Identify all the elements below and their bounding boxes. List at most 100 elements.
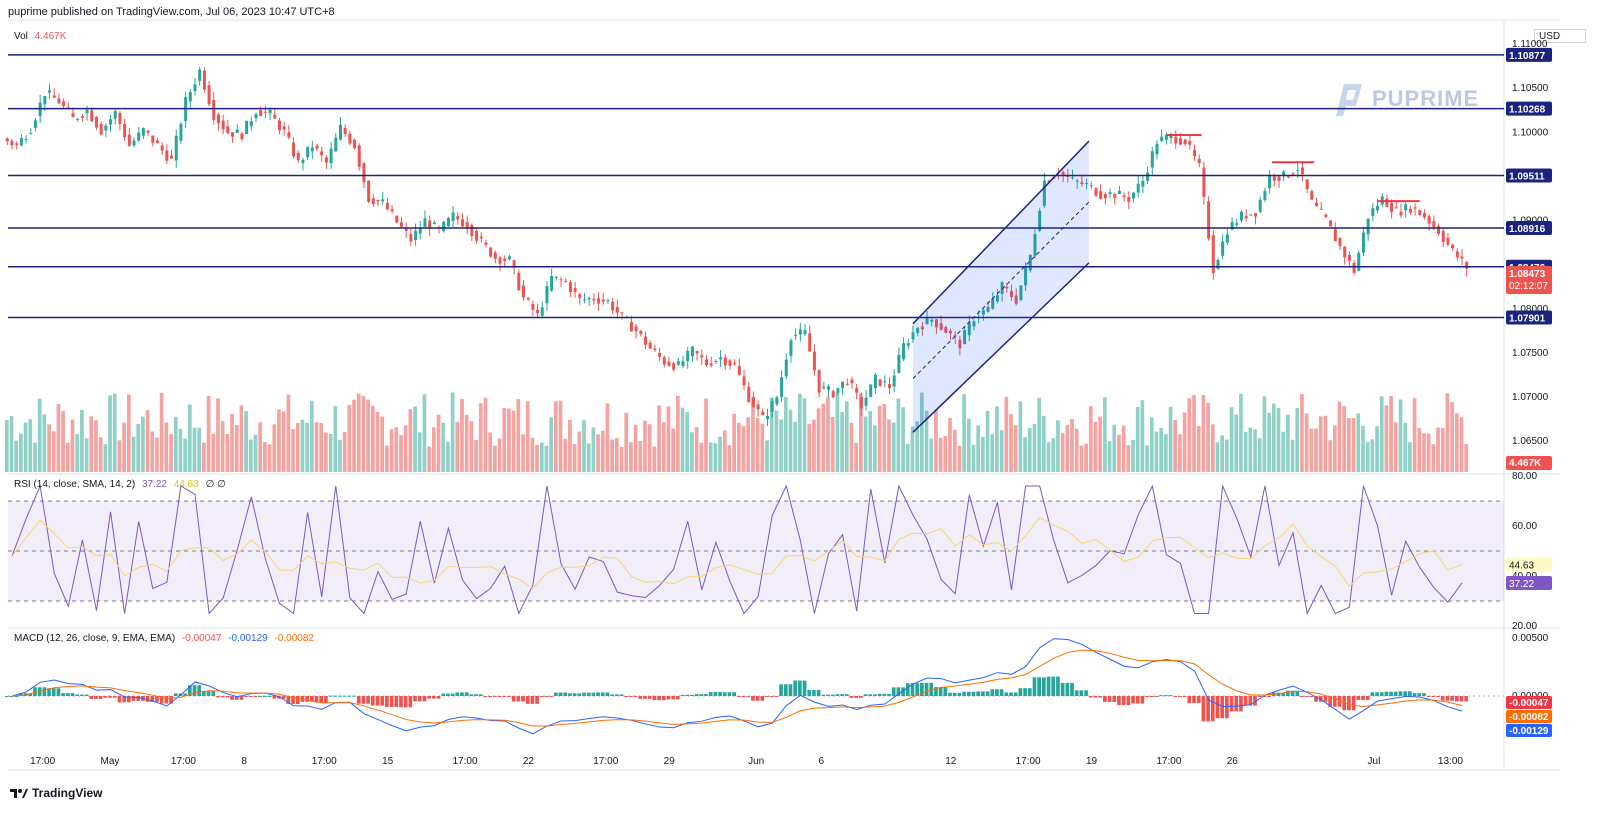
macd-histogram-bar bbox=[798, 680, 802, 696]
candle-body bbox=[1075, 180, 1079, 182]
volume-bar bbox=[1332, 425, 1337, 472]
macd-histogram-bar bbox=[98, 696, 103, 699]
volume-bar bbox=[1060, 433, 1065, 472]
candle-body bbox=[409, 234, 413, 242]
volume-bar bbox=[830, 417, 835, 472]
last-price-tag bbox=[1506, 266, 1552, 295]
macd-histogram-bar bbox=[859, 696, 863, 698]
candle-body bbox=[1437, 226, 1441, 235]
macd-histogram-bar bbox=[1225, 696, 1229, 719]
macd-histogram-bar bbox=[633, 696, 638, 697]
candle-body bbox=[1146, 172, 1150, 181]
candle-body bbox=[536, 309, 540, 314]
volume-bar bbox=[901, 407, 905, 472]
macd-histogram-bar bbox=[722, 692, 727, 696]
candle-body bbox=[714, 360, 718, 362]
volume-bar bbox=[1253, 429, 1257, 472]
volume-bar bbox=[1140, 400, 1145, 472]
volume-bar bbox=[394, 427, 399, 472]
candle-body bbox=[817, 369, 821, 393]
volume-bar bbox=[1117, 434, 1121, 472]
candle-body bbox=[127, 134, 131, 146]
volume-bar bbox=[802, 398, 807, 472]
macd-histogram-bar bbox=[1239, 696, 1243, 712]
candle-body bbox=[1404, 204, 1408, 211]
volume-bar bbox=[1389, 396, 1393, 472]
volume-bar bbox=[150, 431, 155, 472]
level-price-label: 1.07901 bbox=[1509, 314, 1546, 325]
candle-body bbox=[1202, 167, 1206, 197]
candle-body bbox=[1338, 238, 1342, 247]
candle-body bbox=[836, 388, 840, 393]
volume-bar bbox=[812, 419, 816, 472]
volume-bar bbox=[131, 436, 136, 472]
rsi-tag-label: 37.22 bbox=[1509, 579, 1534, 590]
macd-histogram-bar bbox=[65, 693, 70, 696]
volume-bar bbox=[1098, 416, 1103, 472]
volume-bar bbox=[821, 403, 826, 472]
candle-body bbox=[695, 351, 699, 354]
macd-histogram-bar bbox=[647, 696, 652, 699]
macd-histogram-bar bbox=[755, 696, 760, 701]
macd-histogram-bar bbox=[783, 684, 788, 696]
candle-body bbox=[639, 330, 643, 334]
macd-value-tag bbox=[1506, 724, 1552, 737]
candle-body bbox=[770, 400, 774, 412]
candle-body bbox=[568, 282, 572, 292]
macd-histogram-bar bbox=[56, 688, 61, 696]
macd-histogram-bar bbox=[333, 695, 338, 697]
currency-selector[interactable]: USD bbox=[1534, 29, 1586, 43]
volume-bar bbox=[1107, 441, 1112, 472]
volume-bar bbox=[596, 434, 600, 472]
candle-body bbox=[1071, 177, 1075, 179]
macd-histogram-bar bbox=[183, 693, 187, 696]
candle-body bbox=[99, 123, 103, 135]
candle-body bbox=[348, 133, 352, 144]
candle-body bbox=[521, 285, 525, 298]
candle-body bbox=[503, 258, 507, 261]
candle-body bbox=[385, 202, 389, 210]
macd-histogram-bar bbox=[793, 680, 798, 696]
macd-histogram-bar bbox=[394, 696, 399, 707]
tradingview-footer[interactable]: TradingView bbox=[10, 786, 102, 800]
macd-histogram-bar bbox=[75, 694, 80, 696]
macd-histogram-bar bbox=[389, 696, 394, 707]
candle-body bbox=[972, 321, 976, 327]
volume-bar bbox=[1196, 425, 1201, 472]
volume-bar bbox=[352, 399, 356, 472]
candle-body bbox=[418, 228, 422, 234]
macd-histogram-bar bbox=[1262, 696, 1267, 697]
macd-histogram-bar bbox=[150, 696, 155, 702]
candle-body bbox=[151, 135, 155, 143]
volume-bar bbox=[835, 392, 840, 472]
candle-body bbox=[1047, 180, 1051, 183]
candle-body bbox=[212, 99, 216, 120]
candle-body bbox=[944, 327, 948, 333]
candle-body bbox=[132, 140, 136, 146]
candle-body bbox=[381, 199, 385, 202]
volume-bar bbox=[816, 408, 821, 472]
candle-body bbox=[287, 132, 291, 138]
volume-bar bbox=[859, 393, 863, 472]
candle-body bbox=[263, 111, 267, 113]
candle-body bbox=[812, 351, 816, 371]
macd-histogram-bar bbox=[1164, 695, 1168, 697]
watermark-text: PUPRIME bbox=[1372, 86, 1480, 111]
macd-histogram-bar bbox=[760, 696, 765, 701]
candle-body bbox=[864, 397, 868, 406]
macd-histogram-bar bbox=[1084, 690, 1088, 696]
macd-histogram-bar bbox=[605, 692, 610, 696]
candle-body bbox=[33, 120, 37, 128]
macd-histogram-bar bbox=[779, 684, 783, 696]
candle-body bbox=[470, 224, 474, 237]
candle-body bbox=[775, 397, 779, 405]
macd-histogram-bar bbox=[1342, 696, 1347, 711]
macd-histogram-bar bbox=[643, 696, 647, 699]
macd-histogram-bar bbox=[896, 687, 901, 696]
candle-body bbox=[892, 375, 896, 387]
volume-bar bbox=[75, 434, 80, 472]
rsi-label: RSI (14, close, SMA, 14, 2) bbox=[14, 479, 136, 490]
volume-bar bbox=[558, 400, 563, 472]
macd-histogram-bar bbox=[910, 683, 915, 696]
